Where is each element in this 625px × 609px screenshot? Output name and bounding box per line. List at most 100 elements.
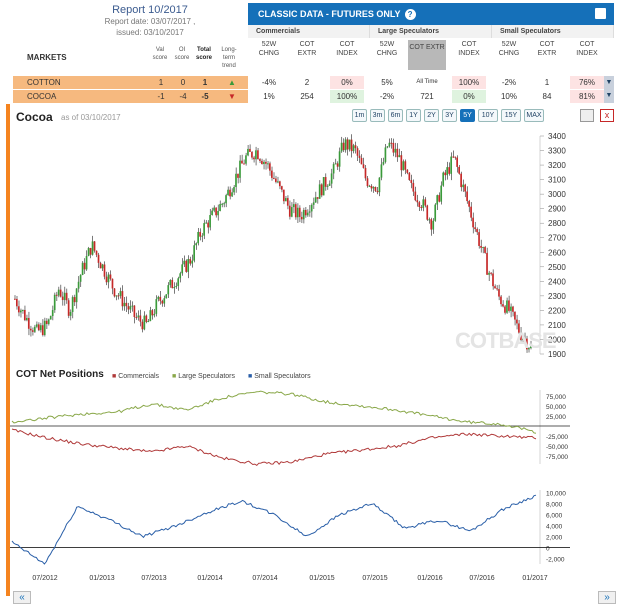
range-3m[interactable]: 3m [370, 109, 385, 122]
x-tick-label: 07/2015 [362, 575, 387, 582]
comm-extr-head: COT EXTR [297, 41, 317, 57]
candle [490, 272, 492, 274]
range-15y[interactable]: 15Y [501, 109, 521, 122]
table-row-cocoa[interactable]: COCOA -1 -4 -5 ▼ 1% 254 100% -2% 721 0% … [13, 90, 615, 103]
large-extr-head[interactable]: COT EXTR [408, 40, 446, 70]
range-3y[interactable]: 3Y [442, 109, 457, 122]
candle [129, 306, 132, 310]
candle [464, 184, 466, 192]
y-tick-label: 2400 [548, 277, 566, 286]
candle [448, 167, 451, 174]
candle [330, 173, 333, 184]
candle [300, 216, 303, 220]
y-tick-label: 8,000 [546, 502, 563, 509]
range-1y[interactable]: 1Y [406, 109, 421, 122]
candle [334, 163, 337, 165]
candle [402, 161, 405, 171]
small-extr: 1 [544, 78, 550, 87]
candle [482, 246, 484, 248]
candle [336, 163, 339, 167]
expand-arrows[interactable]: ▼ ▼ [604, 76, 614, 103]
candle [530, 344, 532, 349]
candle [422, 199, 425, 208]
candle [61, 296, 64, 301]
next-button[interactable]: » [598, 591, 616, 604]
candle [127, 306, 130, 310]
candle [139, 315, 142, 322]
total-score: -5 [201, 92, 209, 101]
candle [47, 319, 50, 324]
print-icon[interactable] [595, 8, 606, 19]
candle [81, 262, 84, 275]
candle [137, 315, 140, 318]
range-2y[interactable]: 2Y [424, 109, 439, 122]
small-52w: 10% [500, 92, 517, 101]
y-tick-label: 2600 [548, 248, 566, 257]
candle [308, 211, 311, 213]
price-chart[interactable]: 1900 2000 2100 2200 2300 2400 2500 2600 2700 2800… [10, 126, 615, 364]
candle [278, 181, 281, 187]
range-max[interactable]: MAX [524, 109, 544, 122]
report-issued: issued: 03/10/2017 [116, 28, 184, 37]
small-spec-chart[interactable]: 10,000 8,000 6,000 4,000 2,000 0 -2,000 [10, 484, 615, 570]
candle [460, 173, 462, 188]
candle [197, 231, 199, 244]
candle [253, 157, 255, 160]
candle [63, 292, 66, 301]
candle [111, 278, 114, 289]
prev-button[interactable]: « [13, 591, 31, 604]
candle [500, 296, 502, 305]
range-6m[interactable]: 6m [388, 109, 403, 122]
candle [95, 250, 98, 255]
candle [476, 229, 478, 233]
candle [412, 182, 415, 192]
val-score: -1 [157, 92, 165, 101]
small-extr-head: COT EXTR [537, 41, 557, 57]
candle [380, 164, 383, 178]
candle [528, 348, 530, 350]
candle [498, 289, 500, 297]
range-10y[interactable]: 10Y [478, 109, 498, 122]
candle [221, 203, 223, 205]
x-tick-label: 01/2016 [417, 575, 442, 582]
candle [472, 217, 474, 228]
candle [51, 310, 54, 317]
help-icon[interactable]: ? [404, 8, 416, 20]
candle [410, 180, 413, 183]
candle [123, 302, 126, 307]
market-name[interactable]: COCOA [27, 92, 57, 101]
range-1m[interactable]: 1m [352, 109, 367, 122]
range-5y[interactable]: 5Y [460, 109, 475, 122]
candle [286, 198, 289, 206]
large-extr: 721 [420, 92, 434, 101]
candle [372, 186, 375, 189]
candle [352, 145, 355, 152]
candle [87, 248, 90, 257]
candle [121, 291, 124, 307]
candle [265, 161, 267, 164]
candle [404, 161, 407, 170]
candle [432, 220, 435, 230]
cot-net-chart[interactable]: 75,000 50,000 25,000 -25,000 -50,000 -75,000 [10, 384, 615, 470]
market-name[interactable]: COTTON [27, 78, 61, 87]
table-row-cotton[interactable]: COTTON 1 0 1 ▲ -4% 2 0% 5% All Time 100%… [13, 76, 615, 89]
candle [296, 207, 299, 218]
candle [45, 320, 48, 324]
candle [398, 155, 401, 158]
candle [91, 241, 94, 255]
candle [378, 177, 381, 193]
candle [169, 279, 172, 286]
candle [131, 305, 134, 307]
oi-score: -4 [179, 92, 187, 101]
print-chart-icon[interactable] [580, 109, 594, 122]
close-icon[interactable]: x [600, 109, 614, 122]
candle [302, 209, 305, 220]
candle [207, 222, 209, 228]
candle [23, 309, 26, 321]
candle [177, 278, 180, 286]
candle [55, 294, 58, 296]
candle [340, 142, 343, 152]
candle [115, 295, 118, 297]
candle [370, 185, 373, 189]
watermark: COTBASE [455, 328, 557, 353]
